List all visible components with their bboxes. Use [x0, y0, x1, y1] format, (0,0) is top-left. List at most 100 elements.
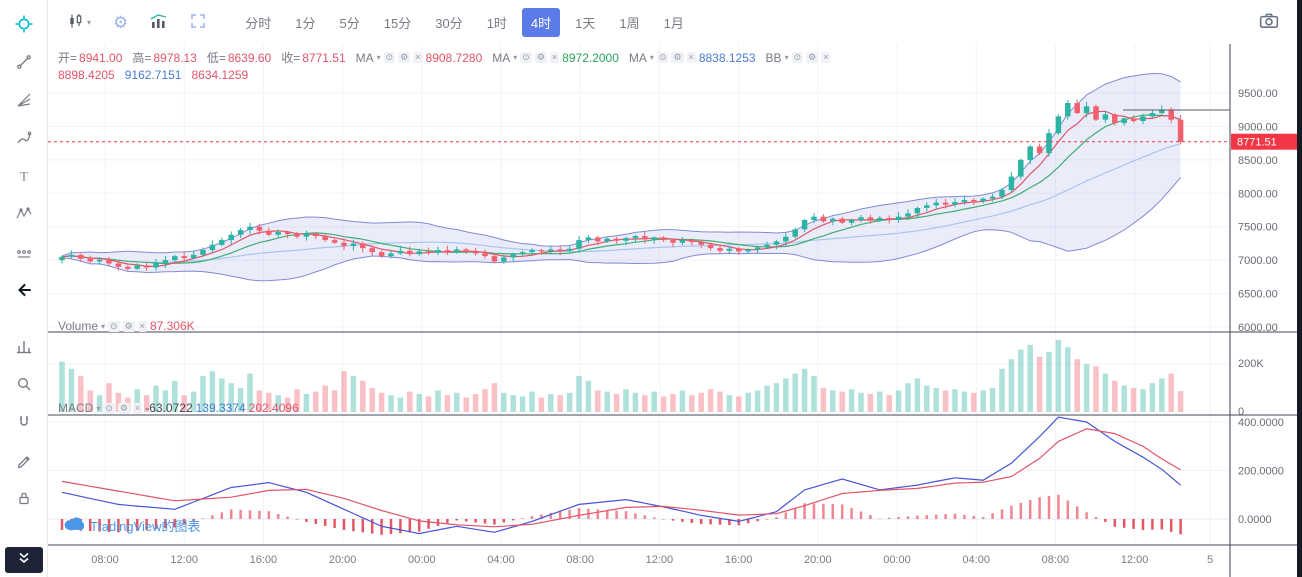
close-icon[interactable]: ×	[137, 320, 147, 332]
drawing-mode-tool-button[interactable]	[12, 448, 36, 472]
close-value: 8771.51	[302, 50, 346, 65]
crosshair-tool-button[interactable]	[12, 12, 36, 36]
close-icon[interactable]: ×	[821, 52, 831, 63]
close-icon[interactable]: ×	[686, 52, 696, 63]
svg-text:04:00: 04:00	[962, 554, 990, 566]
eye-icon[interactable]: ⊙	[108, 320, 120, 332]
screenshot-button[interactable]	[1257, 10, 1281, 34]
fullscreen-button[interactable]	[184, 10, 212, 35]
svg-text:16:00: 16:00	[250, 554, 278, 566]
price-chart[interactable]: 9500.00 9000.00 8500.00 8000.00 7500.00 7000.…	[48, 44, 1302, 577]
measure-tool-button[interactable]	[12, 334, 36, 358]
gear-icon[interactable]: ⚙	[122, 320, 135, 332]
close-icon[interactable]: ×	[413, 52, 423, 63]
tradingview-watermark[interactable]: TradingView的图表	[62, 516, 201, 535]
text-tool-button[interactable]: T	[12, 164, 36, 188]
ma3-label: MA	[628, 50, 647, 65]
svg-text:0: 0	[1238, 406, 1244, 418]
gear-icon[interactable]: ⚙	[398, 52, 411, 63]
tf-fenshi[interactable]: 分时	[236, 8, 280, 37]
macd-hist-value: -63.0722	[145, 401, 193, 415]
gann-fib-tool-button[interactable]	[12, 88, 36, 112]
camera-icon	[1259, 13, 1279, 32]
close-icon[interactable]: ×	[132, 402, 143, 414]
eye-icon[interactable]: ⊙	[103, 402, 115, 414]
pattern-tool-button[interactable]	[12, 202, 36, 226]
ma3-legend: MA ▾ ⊙ ⚙ × 8838.1253	[629, 51, 756, 65]
magnet-tool-button[interactable]	[12, 410, 36, 434]
close-icon[interactable]: ×	[549, 52, 560, 63]
tf-30min[interactable]: 30分	[426, 8, 471, 37]
gear-icon[interactable]: ⚙	[117, 402, 130, 414]
svg-text:20:00: 20:00	[804, 554, 832, 566]
macd-dea-line	[61, 428, 1181, 528]
zoom-tool-button[interactable]	[12, 372, 36, 396]
svg-text:200.0000: 200.0000	[1238, 466, 1284, 478]
trendline-tool-button[interactable]	[12, 50, 36, 74]
brush-icon	[16, 130, 32, 146]
macd-legend: MACD ▾ ⊙ ⚙ × -63.0722 139.3374 202.4096	[58, 401, 299, 415]
ma-slow-line	[61, 143, 1181, 264]
chart-type-button[interactable]: ▾	[62, 10, 97, 35]
eye-icon[interactable]: ⊙	[791, 52, 804, 63]
svg-text:20:00: 20:00	[329, 554, 357, 566]
ma3-value: 8838.1253	[698, 50, 756, 65]
tf-1week[interactable]: 1周	[610, 8, 648, 37]
top-toolbar: ▾ ⚙ 分时 1分 5分 15分 30分 1时 4时 1天 1周 1月	[48, 0, 1297, 44]
tf-15min[interactable]: 15分	[375, 8, 420, 37]
open-value: 8941.00	[79, 50, 123, 65]
tf-4hour[interactable]: 4时	[521, 7, 561, 37]
low-value: 8639.60	[227, 50, 272, 65]
low-label: 低=	[206, 51, 226, 65]
indicator-icon	[150, 13, 168, 32]
bollinger-band-fill	[62, 73, 1181, 281]
prediction-tool-button[interactable]	[12, 240, 36, 264]
lock-drawings-button[interactable]	[12, 486, 36, 510]
svg-text:7000.00: 7000.00	[1238, 255, 1278, 267]
crosshair-icon	[15, 15, 33, 33]
macd-dif-value: 139.3374	[195, 401, 246, 415]
indicators-button[interactable]	[144, 10, 174, 35]
eye-icon[interactable]: ⊙	[383, 52, 396, 63]
svg-text:8000.00: 8000.00	[1238, 188, 1278, 200]
tf-5min[interactable]: 5分	[331, 8, 369, 37]
tf-1hour[interactable]: 1时	[478, 8, 516, 37]
macd-dea-value: 202.4096	[248, 401, 299, 415]
measure-icon	[16, 338, 32, 354]
svg-text:200K: 200K	[1238, 358, 1264, 370]
hide-drawings-back-button[interactable]	[12, 278, 36, 302]
tf-1min[interactable]: 1分	[286, 8, 324, 37]
trendline-icon	[16, 54, 32, 70]
svg-text:8771.51: 8771.51	[1237, 137, 1277, 149]
bb-label: BB	[765, 50, 782, 65]
ma1-label: MA	[355, 50, 374, 65]
svg-text:9000.00: 9000.00	[1238, 121, 1278, 133]
svg-text:8500.00: 8500.00	[1238, 155, 1278, 167]
volume-value: 87.306K	[149, 319, 195, 333]
svg-text:9500.00: 9500.00	[1238, 88, 1278, 100]
pencil-icon	[16, 452, 32, 468]
bb-upper-value: 9162.7151	[124, 68, 182, 82]
text-icon: T	[16, 168, 32, 184]
high-label: 高=	[132, 51, 152, 65]
eye-icon[interactable]: ⊙	[520, 52, 532, 63]
macd-dif-line	[61, 416, 1181, 535]
gear-icon[interactable]: ⚙	[671, 52, 684, 63]
brush-tool-button[interactable]	[12, 126, 36, 150]
tf-1month[interactable]: 1月	[655, 8, 693, 37]
ma-fast-line	[61, 110, 1181, 267]
timeframe-selector: 分时 1分 5分 15分 30分 1时 4时 1天 1周 1月	[236, 7, 693, 37]
bb-values-legend: 8898.4205 9162.7151 8634.1259	[58, 68, 248, 82]
ohlc-indicator-legend: 开= 8941.00 高= 8978.13 低= 8639.60 收= 8771.51 …	[58, 49, 831, 66]
collapse-toolbar-button[interactable]	[5, 547, 43, 573]
gear-icon[interactable]: ⚙	[806, 52, 819, 63]
svg-text:08:00: 08:00	[1042, 554, 1070, 566]
lock-icon	[16, 490, 32, 506]
svg-text:5: 5	[1207, 554, 1213, 566]
tf-1day[interactable]: 1天	[566, 8, 604, 37]
chevron-down-icon: ▾	[649, 53, 654, 62]
eye-icon[interactable]: ⊙	[656, 52, 669, 63]
svg-text:6500.00: 6500.00	[1238, 289, 1278, 301]
settings-button[interactable]: ⚙	[107, 11, 134, 34]
gear-icon[interactable]: ⚙	[534, 52, 547, 63]
